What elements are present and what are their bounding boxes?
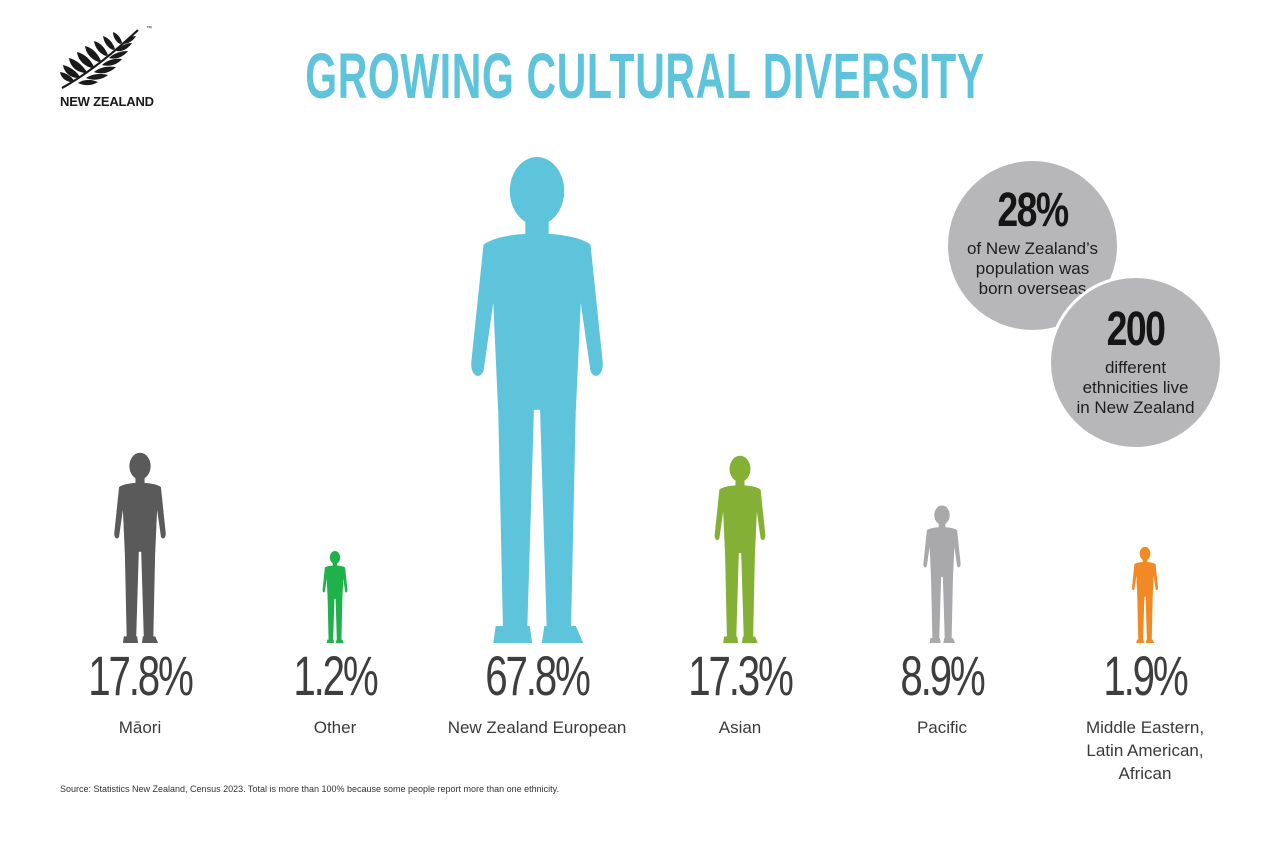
category-label-line: Latin American, (1086, 741, 1204, 760)
category-label-line: Middle Eastern, (1085, 718, 1205, 737)
trademark-symbol: ™ (146, 26, 152, 32)
category-label-line: Other (313, 718, 357, 737)
value-label-other: 1.2% (293, 644, 378, 707)
stat-bubble-ethnicities: 200 different ethnicities live in New Ze… (1051, 278, 1220, 447)
person-silhouette-other (322, 551, 348, 643)
category-label-other: Other (225, 716, 445, 739)
value-label-middle-eastern-latin-american-african: 1.9% (1103, 644, 1188, 707)
logo-wordmark: NEW ZEALAND (60, 94, 154, 109)
person-silhouette-m-ori (114, 452, 166, 643)
stat-number: 28% (997, 184, 1069, 237)
stat-text-line: born overseas (978, 279, 1087, 298)
value-label-asian: 17.3% (688, 644, 794, 707)
category-label-line: New Zealand European (447, 718, 627, 737)
person-silhouette-middle-eastern-latin-american-african (1131, 546, 1159, 644)
stat-text-line: ethnicities live (1082, 378, 1189, 397)
category-label-middle-eastern-latin-american-african: Middle Eastern, Latin American, African (1035, 716, 1255, 785)
category-label-pacific: Pacific (832, 716, 1052, 739)
stat-text-line: of New Zealand’s (966, 239, 1099, 258)
person-silhouette-new-zealand-european (471, 157, 603, 643)
stat-text-line: in New Zealand (1076, 398, 1195, 417)
category-label-new-zealand-european: New Zealand European (427, 716, 647, 739)
person-silhouette-asian (714, 455, 766, 643)
value-label-new-zealand-european: 67.8% (485, 644, 591, 707)
new-zealand-logo: ™ NEW ZEALAND (58, 26, 158, 112)
page-title: GROWING CULTURAL DIVERSITY (305, 40, 985, 112)
stat-text-line: different (1104, 358, 1167, 377)
category-label-line: Māori (118, 718, 162, 737)
category-label-line: Pacific (916, 718, 968, 737)
silver-fern-icon (60, 29, 139, 89)
value-label-m-ori: 17.8% (88, 644, 194, 707)
category-label-line: African (1118, 764, 1172, 783)
stat-number: 200 (1106, 303, 1166, 356)
source-note: Source: Statistics New Zealand, Census 2… (60, 784, 559, 794)
person-silhouette-pacific (923, 505, 961, 643)
stat-text-line: population was (975, 259, 1090, 278)
category-label-line: Asian (718, 718, 762, 737)
value-label-pacific: 8.9% (900, 644, 985, 707)
category-label-asian: Asian (630, 716, 850, 739)
category-label-m-ori: Māori (30, 716, 250, 739)
